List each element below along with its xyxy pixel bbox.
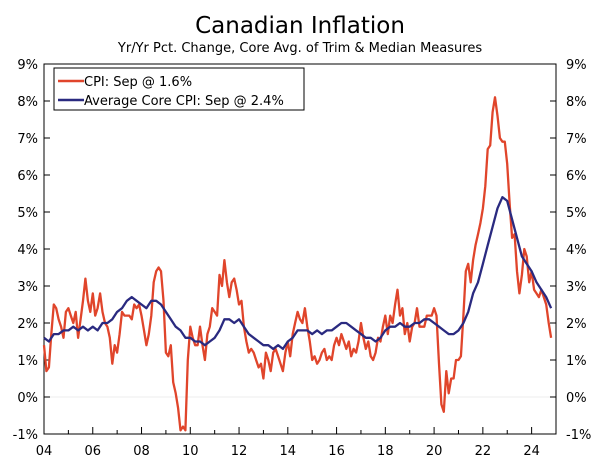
x-axis: 04 06 08 10 12 14 16 18 20 22 24 <box>36 396 557 459</box>
y-tick-label-right: 7% <box>566 132 587 147</box>
x-tick-label: 14 <box>280 444 297 459</box>
y-tick-label-right: 5% <box>566 206 587 221</box>
legend-box <box>53 67 305 111</box>
legend-label-cpi: CPI: Sep @ 1.6% <box>84 75 192 90</box>
x-tick-label: 22 <box>475 444 492 459</box>
y-tick-label-right: 4% <box>566 243 587 258</box>
y-tick-label-left: 2% <box>17 317 38 332</box>
series-line-cpi <box>42 96 553 432</box>
x-tick-label: 10 <box>182 444 199 459</box>
y-tick-label-right: -1% <box>566 428 591 443</box>
y-tick-label-left: 9% <box>17 58 38 73</box>
y-tick-label-right: 2% <box>566 317 587 332</box>
y-tick-label-left: 6% <box>17 169 38 184</box>
y-tick-label-right: 9% <box>566 58 587 73</box>
y-tick-label-right: 6% <box>566 169 587 184</box>
y-tick-label-right: 8% <box>566 95 587 110</box>
y-axis-left: -1% 0% 1% 2% 3% 4% 5% 6% 7% 8% 9% <box>13 58 50 443</box>
x-tick-label: 08 <box>133 444 150 459</box>
y-tick-label-left: 0% <box>17 391 38 406</box>
plot-area <box>43 63 557 435</box>
x-tick-label: 18 <box>377 444 394 459</box>
y-tick-label-right: 3% <box>566 280 587 295</box>
x-tick-label: 12 <box>231 444 248 459</box>
y-tick-label-right: 0% <box>566 391 587 406</box>
x-tick-label: 06 <box>84 444 101 459</box>
chart-title: Canadian Inflation <box>195 13 405 39</box>
series-line-core-cpi <box>43 196 553 351</box>
series-layer <box>42 96 553 432</box>
chart-subtitle: Yr/Yr Pct. Change, Core Avg. of Trim & M… <box>117 41 482 56</box>
y-tick-label-right: 1% <box>566 354 587 369</box>
y-tick-label-left: 7% <box>17 132 38 147</box>
x-tick-label: 16 <box>328 444 345 459</box>
x-tick-label: 20 <box>426 444 443 459</box>
y-tick-label-left: 3% <box>17 280 38 295</box>
x-tick-label: 24 <box>523 444 540 459</box>
y-tick-label-left: -1% <box>13 428 38 443</box>
y-tick-label-left: 8% <box>17 95 38 110</box>
y-tick-label-left: 4% <box>17 243 38 258</box>
x-tick-label: 04 <box>36 444 53 459</box>
legend: CPI: Sep @ 1.6% Average Core CPI: Sep @ … <box>53 67 305 111</box>
y-axis-right: -1% 0% 1% 2% 3% 4% 5% 6% 7% 8% 9% <box>550 58 591 443</box>
y-tick-label-left: 5% <box>17 206 38 221</box>
y-tick-label-left: 1% <box>17 354 38 369</box>
legend-label-core: Average Core CPI: Sep @ 2.4% <box>84 94 284 109</box>
